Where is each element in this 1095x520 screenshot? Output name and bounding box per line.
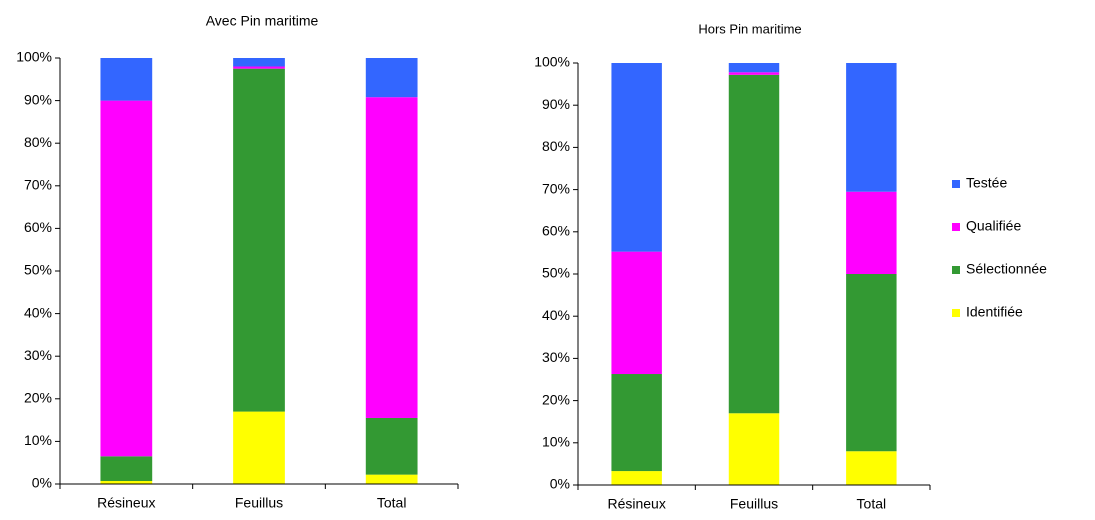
y-tick-label: 60%: [542, 223, 570, 239]
y-tick-label: 60%: [24, 219, 52, 235]
legend-swatch: [952, 309, 960, 317]
y-tick-label: 20%: [24, 390, 52, 406]
legend-label: Testée: [966, 175, 1007, 191]
y-tick-label: 80%: [24, 134, 52, 150]
y-tick-label: 10%: [24, 432, 52, 448]
y-tick-label: 0%: [32, 475, 52, 491]
y-tick-label: 80%: [542, 138, 570, 154]
chart-title: Hors Pin maritime: [698, 21, 801, 36]
chart-title: Avec Pin maritime: [206, 13, 319, 29]
x-tick-label: Total: [377, 495, 407, 511]
y-tick-label: 100%: [16, 49, 52, 65]
legend-swatch: [952, 266, 960, 274]
bar-segment: [233, 68, 285, 412]
bar-segment: [233, 58, 285, 67]
bar-segment: [233, 411, 285, 484]
bar-segment: [728, 72, 780, 75]
bar-segment: [365, 58, 418, 98]
legend-swatch: [952, 180, 960, 188]
legend-label: Sélectionnée: [966, 261, 1047, 277]
bar-segment: [365, 97, 418, 418]
bar-segment: [611, 251, 662, 375]
y-tick-label: 90%: [542, 96, 570, 112]
y-tick-label: 10%: [542, 434, 570, 450]
bar-segment: [100, 58, 153, 101]
bar-segment: [100, 481, 153, 484]
y-tick-label: 50%: [24, 262, 52, 278]
y-tick-label: 20%: [542, 391, 570, 407]
bar-segment: [846, 63, 897, 192]
y-tick-label: 70%: [24, 177, 52, 193]
y-tick-label: 30%: [24, 347, 52, 363]
bar-segment: [846, 274, 897, 452]
bar-segment: [846, 191, 897, 274]
bar-segment: [365, 474, 418, 484]
bar-segment: [233, 66, 285, 69]
x-tick-label: Feuillus: [235, 495, 283, 511]
y-tick-label: 90%: [24, 91, 52, 107]
bar-segment: [728, 413, 780, 485]
bar-segment: [611, 471, 662, 485]
x-tick-label: Résineux: [97, 495, 155, 511]
x-tick-label: Feuillus: [730, 496, 778, 512]
y-tick-label: 0%: [550, 476, 570, 492]
x-tick-label: Résineux: [607, 496, 665, 512]
y-tick-label: 40%: [542, 307, 570, 323]
y-tick-label: 40%: [24, 304, 52, 320]
bar-segment: [846, 451, 897, 485]
y-tick-label: 70%: [542, 180, 570, 196]
y-tick-label: 100%: [534, 54, 570, 70]
bar-segment: [100, 100, 153, 457]
bar-segment: [611, 63, 662, 252]
bar-segment: [365, 417, 418, 475]
legend-label: Qualifiée: [966, 218, 1021, 234]
bar-segment: [728, 63, 780, 73]
bar-segment: [100, 456, 153, 482]
y-tick-label: 30%: [542, 349, 570, 365]
y-tick-label: 50%: [542, 265, 570, 281]
legend-swatch: [952, 223, 960, 231]
x-tick-label: Total: [857, 496, 887, 512]
bar-segment: [728, 74, 780, 414]
legend-label: Identifiée: [966, 304, 1023, 320]
bar-segment: [611, 374, 662, 472]
